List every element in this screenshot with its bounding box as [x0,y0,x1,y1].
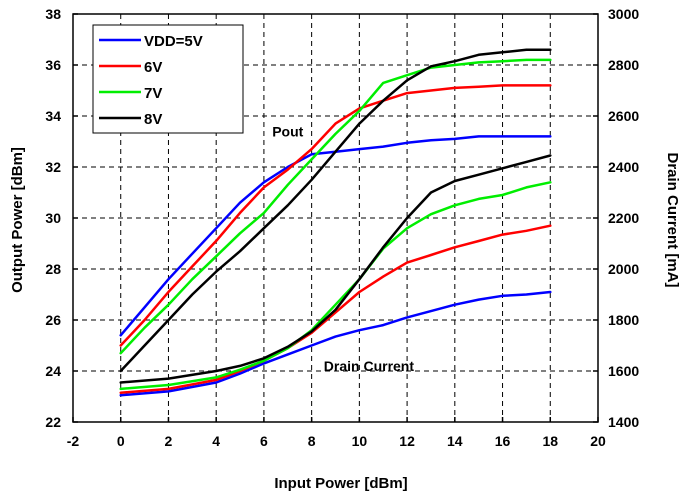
legend-label: 7V [144,85,162,102]
y2-tick-label: 2800 [608,57,639,73]
y2-tick-label: 2600 [608,108,639,124]
y2-axis-title: Drain Current [mA] [664,152,681,287]
x-tick-label: 14 [447,433,463,449]
y2-tick-label: 1600 [608,363,639,379]
annotation-label: Drain Current [324,358,415,374]
drain-current-series-line [119,290,552,397]
y-tick-label: 22 [45,414,61,430]
legend-items: VDD=5V 6V 7V 8V [99,33,203,128]
y2-tick-label: 3000 [608,6,639,22]
tick-marks [72,13,599,423]
y-tick-label: 32 [45,159,61,175]
y2-tick-label: 1400 [608,414,639,430]
drain-current-series-line [119,154,552,384]
series-lines [119,48,552,397]
pout-series-line [119,84,552,347]
y2-tick-label: 2200 [608,210,639,226]
drain-current-series-line [119,224,552,394]
y-tick-label: 30 [45,210,61,226]
y-tick-label: 26 [45,312,61,328]
x-tick-labels: -2 0 2 4 6 8 10 12 14 16 18 20 [67,433,606,449]
legend-box [92,24,244,134]
y2-tick-labels: 1400 1600 1800 2000 2200 2400 2600 2800 3000 [608,6,639,430]
x-tick-label: 16 [495,433,511,449]
legend-label: 6V [144,59,162,76]
x-tick-label: 20 [590,433,606,449]
legend-label: VDD=5V [144,33,203,50]
legend: VDD=5V 6V 7V 8V [92,24,244,134]
x-tick-label: 4 [212,433,220,449]
x-tick-label: 2 [165,433,173,449]
x-tick-label: 6 [260,433,268,449]
x-tick-label: 12 [399,433,415,449]
pout-series-line [119,48,552,373]
y-tick-label: 36 [45,57,61,73]
y-tick-label: 38 [45,6,61,22]
y-axis-title: Output Power [dBm] [9,147,26,293]
legend-label: 8V [144,111,162,128]
pout-series-line [119,58,552,355]
y-tick-labels: 22 24 26 28 30 32 34 36 38 [45,6,61,430]
x-tick-label: 0 [117,433,125,449]
x-tick-label: 10 [352,433,368,449]
annotation-label: Pout [272,123,303,139]
y2-tick-label: 2400 [608,159,639,175]
x-tick-label: 18 [542,433,558,449]
y2-tick-label: 1800 [608,312,639,328]
annotations: Pout Drain Current [272,123,414,374]
x-axis-title: Input Power [dBm] [274,475,407,492]
x-tick-label: 8 [308,433,316,449]
y-tick-label: 28 [45,261,61,277]
y-tick-label: 24 [45,363,61,379]
y-tick-label: 34 [45,108,61,124]
x-tick-label: -2 [67,433,80,449]
y2-tick-label: 2000 [608,261,639,277]
